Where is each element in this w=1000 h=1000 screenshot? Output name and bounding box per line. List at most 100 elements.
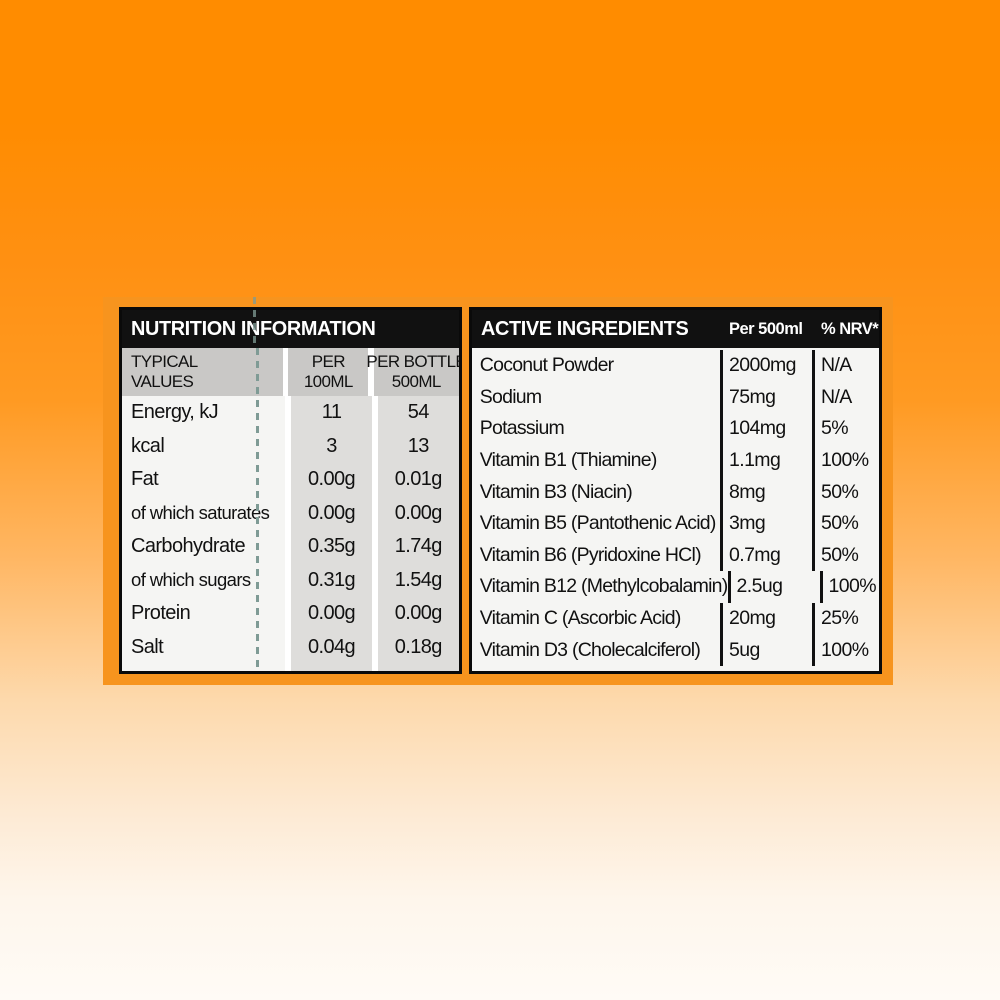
filler-value-cell bbox=[291, 664, 373, 671]
nutrient-name: Protein bbox=[122, 597, 286, 631]
column-divider bbox=[720, 602, 723, 635]
per-bottle-label: PER BOTTLE bbox=[366, 352, 462, 371]
nutrient-name: of which saturates bbox=[122, 496, 286, 530]
values-label: VALUES bbox=[131, 372, 194, 391]
table-filler-row bbox=[122, 664, 459, 671]
nutrient-perbottle: 0.01g bbox=[377, 463, 459, 497]
ingredient-name: Coconut Powder bbox=[479, 354, 614, 377]
table-row: Vitamin B5 (Pantothenic Acid) 3mg 50% bbox=[472, 507, 879, 540]
ingredients-panel-title: ACTIVE INGREDIENTS bbox=[480, 317, 689, 340]
table-row: Vitamin B3 (Niacin) 8mg 50% bbox=[472, 476, 879, 508]
nutrient-per100ml: 0.00g bbox=[291, 496, 373, 530]
nutrition-information-panel: NUTRITION INFORMATION TYPICAL VALUES PER… bbox=[119, 307, 462, 674]
column-divider bbox=[720, 381, 723, 414]
table-row: Vitamin B12 (Methylcobalamin) 2.5ug 100% bbox=[472, 571, 879, 603]
ingredient-amount: 3mg bbox=[729, 512, 766, 535]
500ml-label: 500ML bbox=[391, 372, 442, 391]
column-gap bbox=[372, 463, 378, 497]
nutrient-perbottle: 0.00g bbox=[377, 496, 459, 530]
column-divider bbox=[812, 350, 815, 382]
column-divider bbox=[812, 381, 815, 414]
ingredient-name: Vitamin B3 (Niacin) bbox=[479, 480, 633, 503]
ingredient-nrv: 5% bbox=[821, 417, 849, 440]
nutrient-perbottle: 0.18g bbox=[377, 630, 459, 664]
ingredient-nrv: 100% bbox=[828, 575, 877, 598]
column-divider bbox=[720, 634, 723, 666]
nutrient-name: Fat bbox=[122, 463, 286, 497]
ingredient-nrv: 50% bbox=[821, 480, 859, 503]
column-divider bbox=[727, 571, 731, 603]
column-gap bbox=[372, 530, 378, 564]
ingredients-header-nrv: % NRV* bbox=[821, 319, 879, 338]
ingredient-amount: 2000mg bbox=[729, 354, 796, 377]
nutrition-header-row: TYPICAL VALUES PER 100ML PER BOTTLE 500M… bbox=[122, 348, 459, 396]
column-divider bbox=[812, 539, 815, 572]
ingredient-nrv: 50% bbox=[821, 512, 859, 535]
nutrient-per100ml: 0.00g bbox=[291, 597, 373, 631]
table-row: of which saturates 0.00g 0.00g bbox=[122, 496, 459, 530]
column-gap bbox=[285, 496, 292, 530]
nutrition-header-name: TYPICAL VALUES bbox=[122, 348, 283, 396]
table-row: Carbohydrate 0.35g 1.74g bbox=[122, 530, 459, 564]
nutrient-per100ml: 0.31g bbox=[291, 563, 373, 597]
nutrient-perbottle: 0.00g bbox=[377, 597, 459, 631]
nutrient-per100ml: 3 bbox=[291, 429, 373, 463]
ingredient-nrv: 25% bbox=[821, 607, 859, 630]
column-gap bbox=[285, 429, 292, 463]
ingredient-amount: 75mg bbox=[729, 385, 776, 408]
table-row: Sodium 75mg N/A bbox=[472, 381, 879, 414]
nutrient-perbottle: 54 bbox=[377, 396, 459, 430]
column-gap bbox=[372, 396, 378, 430]
column-gap bbox=[372, 563, 378, 597]
nutrient-perbottle: 13 bbox=[377, 429, 459, 463]
ingredient-nrv: 100% bbox=[821, 638, 869, 661]
table-row: Fat 0.00g 0.01g bbox=[122, 463, 459, 497]
ingredient-name: Vitamin B12 (Methylcobalamin) bbox=[479, 575, 729, 598]
column-divider bbox=[812, 444, 815, 477]
table-row: kcal 3 13 bbox=[122, 429, 459, 463]
nutrition-table: TYPICAL VALUES PER 100ML PER BOTTLE 500M… bbox=[122, 348, 459, 671]
table-row: Vitamin B6 (Pyridoxine HCl) 0.7mg 50% bbox=[472, 539, 879, 572]
column-divider bbox=[812, 413, 815, 445]
ingredient-name: Sodium bbox=[479, 385, 542, 408]
100ml-label: 100ML bbox=[303, 372, 354, 391]
column-divider bbox=[720, 507, 723, 540]
active-ingredients-table: Coconut Powder 2000mg N/A Sodium 75mg N/… bbox=[471, 348, 879, 671]
nutrient-name: Energy, kJ bbox=[122, 396, 286, 430]
ingredients-panel-header: ACTIVE INGREDIENTS Per 500ml % NRV* bbox=[471, 310, 879, 348]
column-gap bbox=[368, 348, 374, 396]
column-gap bbox=[372, 630, 378, 664]
ingredient-amount: 8mg bbox=[729, 480, 766, 503]
ingredient-nrv: 100% bbox=[821, 449, 869, 472]
column-gap bbox=[285, 530, 292, 564]
ingredient-amount: 0.7mg bbox=[729, 543, 781, 566]
nutrient-per100ml: 0.35g bbox=[291, 530, 373, 564]
nutrition-header-perbottle: PER BOTTLE 500ML bbox=[366, 348, 459, 396]
per-label: PER bbox=[311, 352, 346, 371]
ingredient-nrv: N/A bbox=[821, 385, 852, 408]
column-gap bbox=[372, 429, 378, 463]
active-ingredients-panel: ACTIVE INGREDIENTS Per 500ml % NRV* Coco… bbox=[468, 307, 882, 674]
column-gap bbox=[285, 597, 292, 631]
column-gap bbox=[372, 496, 378, 530]
column-divider bbox=[720, 476, 723, 508]
nutrient-name: kcal bbox=[122, 429, 286, 463]
column-divider bbox=[812, 634, 815, 666]
ingredient-amount: 2.5ug bbox=[736, 575, 783, 598]
table-row: Vitamin D3 (Cholecalciferol) 5ug 100% bbox=[472, 634, 879, 666]
nutrient-name: Salt bbox=[122, 630, 286, 664]
nutrition-panel-title: NUTRITION INFORMATION bbox=[131, 317, 376, 340]
ingredients-header-amount: Per 500ml bbox=[729, 319, 803, 338]
nutrition-panel-header: NUTRITION INFORMATION bbox=[122, 310, 459, 348]
column-gap bbox=[285, 664, 292, 671]
table-row: Vitamin C (Ascorbic Acid) 20mg 25% bbox=[472, 602, 879, 635]
nutrient-perbottle: 1.54g bbox=[377, 563, 459, 597]
column-gap bbox=[285, 463, 292, 497]
column-gap bbox=[285, 563, 292, 597]
table-row: Salt 0.04g 0.18g bbox=[122, 630, 459, 664]
table-row: of which sugars 0.31g 1.54g bbox=[122, 563, 459, 597]
column-gap bbox=[372, 597, 378, 631]
column-divider bbox=[720, 444, 723, 477]
column-divider bbox=[720, 539, 723, 572]
ingredient-name: Potassium bbox=[479, 417, 565, 440]
